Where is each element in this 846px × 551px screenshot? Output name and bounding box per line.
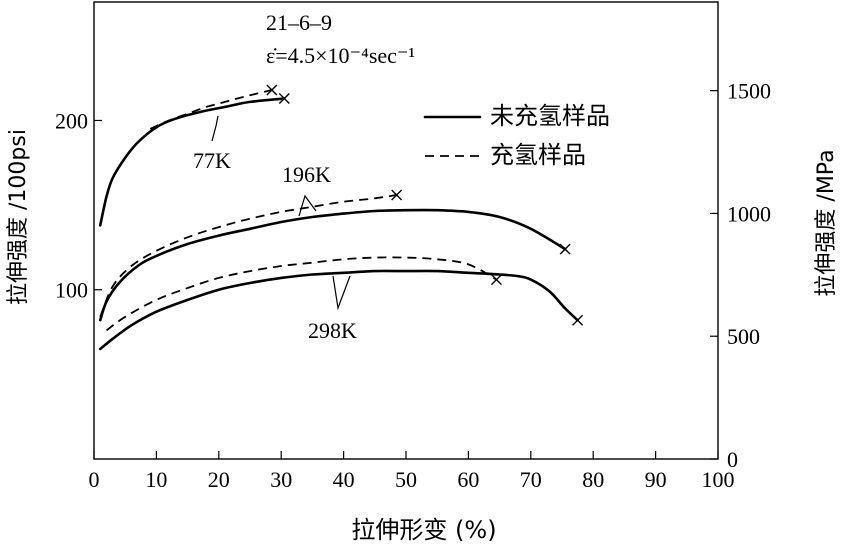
y-right-tick-label: 1500 xyxy=(727,79,771,104)
fracture-marker xyxy=(559,243,571,255)
alloy-label: 21–6–9 xyxy=(266,10,332,35)
x-tick-label: 100 xyxy=(702,467,735,492)
y-axis-label-left: 拉伸强度 /100psi xyxy=(6,129,31,305)
y-axis-label-right: 拉伸强度 /MPa xyxy=(814,149,839,296)
leader-77k xyxy=(211,115,219,142)
axes-frame xyxy=(93,1,719,460)
fracture-marker xyxy=(572,314,584,326)
fracture-marker-stroke xyxy=(278,92,290,104)
x-tick-label: 40 xyxy=(333,467,355,492)
fracture-markers xyxy=(266,84,584,326)
x-tick-label: 50 xyxy=(395,467,417,492)
legend-label-charged: 充氢样品 xyxy=(490,141,586,169)
x-tick-label: 60 xyxy=(457,467,479,492)
fracture-marker-stroke xyxy=(266,84,278,96)
temperature-label-298k: 298K xyxy=(308,318,357,343)
y-right-tick-label: 1000 xyxy=(727,201,771,226)
temperature-labels: 77K 196K 298K xyxy=(193,115,357,343)
leader-196k xyxy=(298,194,317,217)
fracture-marker-stroke xyxy=(572,314,584,326)
x-axis-label: 拉伸形变 (%) xyxy=(351,516,496,544)
fracture-marker xyxy=(490,274,502,286)
fracture-marker xyxy=(391,189,403,201)
x-tick-label: 80 xyxy=(582,467,604,492)
y-right-tick-label: 500 xyxy=(727,324,760,349)
strain-rate-label: ε̇=4.5×10⁻⁴sec⁻¹ xyxy=(266,43,415,68)
series-line-298k-dashed xyxy=(105,256,497,332)
fracture-marker-stroke xyxy=(490,274,502,286)
fracture-marker-stroke xyxy=(391,189,403,201)
series-line-298k-solid xyxy=(98,269,579,351)
series-line-196k-solid xyxy=(98,208,567,322)
x-tick-label: 30 xyxy=(270,467,292,492)
plot-frame xyxy=(93,1,719,460)
series-line-77k-solid xyxy=(98,97,286,227)
axis-ticks: 0 10 20 30 40 50 60 70 80 90 100 100 200 0 500 1000 1500 xyxy=(55,79,771,492)
x-tick-label: 0 xyxy=(89,467,100,492)
fracture-marker xyxy=(278,92,290,104)
fracture-marker xyxy=(266,84,278,96)
legend-label-uncharged: 未充氢样品 xyxy=(490,102,610,130)
y-right-tick-label: 0 xyxy=(727,447,738,472)
leader-298k xyxy=(332,275,351,311)
fracture-marker-stroke xyxy=(559,243,571,255)
y-left-tick-label: 200 xyxy=(55,108,88,133)
series-line-77k-dashed xyxy=(149,89,273,130)
y-left-tick-label: 100 xyxy=(55,278,88,303)
legend: 未充氢样品 充氢样品 xyxy=(423,102,610,169)
temperature-label-196k: 196K xyxy=(282,162,331,187)
temperature-label-77k: 77K xyxy=(193,148,231,173)
series-line-196k-dashed xyxy=(99,194,397,318)
x-tick-label: 10 xyxy=(145,467,167,492)
series-curves xyxy=(98,89,579,351)
x-tick-label: 20 xyxy=(208,467,230,492)
x-tick-label: 70 xyxy=(520,467,542,492)
x-tick-label: 90 xyxy=(645,467,667,492)
